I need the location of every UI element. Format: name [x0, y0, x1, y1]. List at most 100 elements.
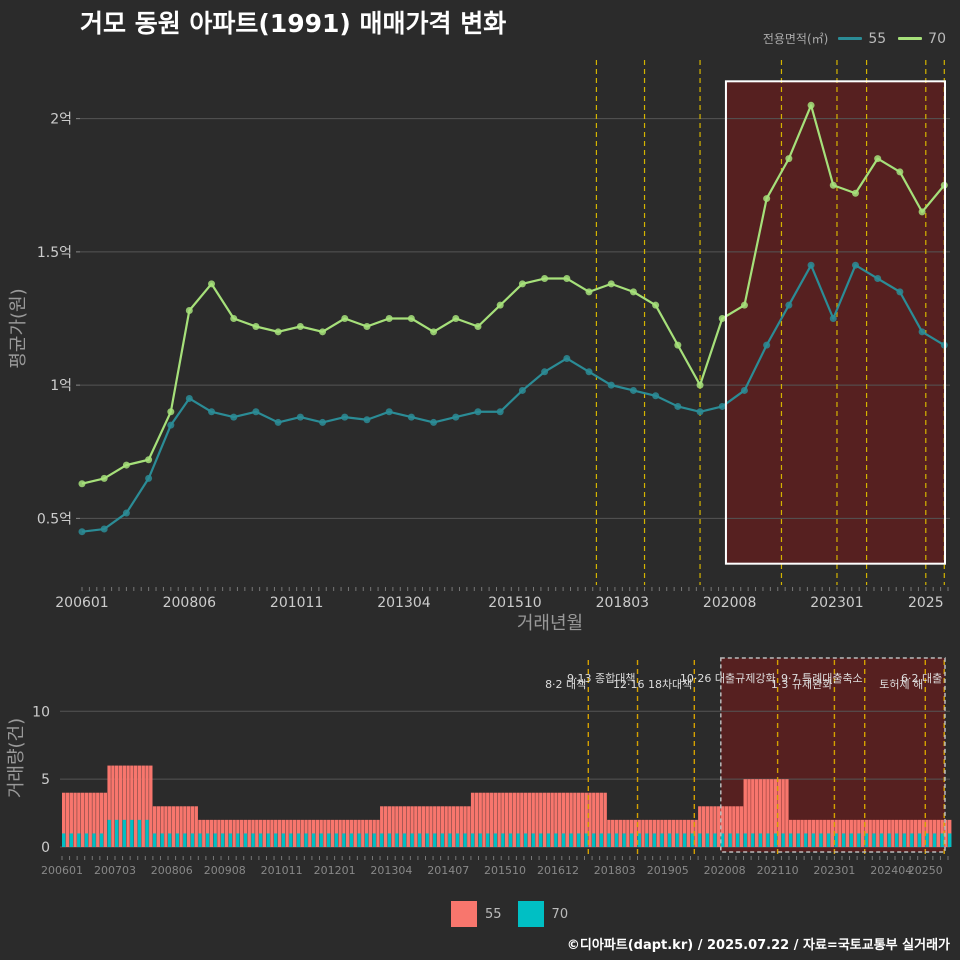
data-point-70 [807, 101, 815, 109]
bar-55 [444, 806, 448, 847]
bar-55 [807, 819, 812, 847]
bar-55 [876, 819, 880, 847]
bar-55 [561, 792, 566, 847]
bar-55 [599, 792, 604, 847]
data-point-70 [563, 275, 571, 283]
bar-70 [637, 833, 641, 847]
volume-y-tick-label: 0 [41, 840, 50, 856]
bar-55 [186, 806, 191, 847]
bar-70 [395, 833, 399, 847]
bar-55 [898, 819, 903, 847]
bar-55 [308, 819, 312, 847]
footer-credit: ©디아파트(dapt.kr) / 2025.07.22 / 자료=국토교통부 실… [566, 938, 950, 953]
x-tick-label: 201803 [596, 595, 649, 611]
bar-70 [766, 833, 770, 847]
bar-55 [202, 819, 206, 847]
data-point-70 [851, 189, 859, 197]
bar-55 [773, 779, 778, 847]
bar-70 [266, 833, 270, 847]
bar-55 [183, 806, 187, 847]
bar-55 [77, 792, 81, 847]
bar-55 [115, 765, 119, 847]
bar-55 [330, 819, 335, 847]
x-tick-label: 200806 [163, 595, 217, 611]
bar-70 [228, 833, 233, 847]
bar-70 [433, 833, 437, 847]
bar-55 [376, 819, 380, 847]
bar-55 [486, 792, 490, 847]
bar-55 [118, 765, 123, 847]
bar-55 [648, 819, 653, 847]
bar-55 [516, 792, 520, 847]
bar-55 [751, 779, 755, 847]
bar-70 [115, 819, 119, 847]
bar-55 [126, 765, 130, 847]
bar-70 [448, 833, 452, 847]
bar-70 [902, 833, 906, 847]
x-tick-label: 2025 [908, 595, 944, 611]
bar-55 [92, 792, 96, 847]
bar-55 [133, 765, 138, 847]
bar-55 [576, 792, 581, 847]
bar-70 [834, 833, 838, 847]
bar-55 [232, 819, 236, 847]
y-axis-title: 평균가(원) [8, 288, 29, 368]
data-point-70 [496, 301, 504, 309]
bar-70 [622, 833, 626, 847]
bar-70 [751, 833, 755, 847]
bar-55 [425, 806, 429, 847]
bar-55 [535, 792, 539, 847]
bar-70 [584, 833, 588, 847]
bar-70 [826, 833, 831, 847]
bar-55 [122, 765, 126, 847]
bar-55 [383, 806, 388, 847]
volume-x-tick-label: 202008 [704, 864, 746, 877]
bar-70 [62, 833, 66, 847]
legend-label-70: 70 [928, 30, 946, 47]
volume-x-tick-label: 201011 [261, 864, 303, 877]
bar-70 [342, 833, 346, 847]
data-point-70 [452, 315, 460, 322]
bar-55 [391, 806, 395, 847]
bar-55 [633, 819, 638, 847]
legend-label-55: 55 [868, 30, 887, 47]
bar-70 [107, 819, 111, 847]
data-point-55 [918, 328, 926, 336]
data-point-70 [718, 315, 726, 322]
data-point-55 [122, 509, 130, 517]
bar-55 [709, 806, 713, 847]
annotation-label: 6·2 대출 [901, 672, 942, 685]
bar-70 [372, 833, 376, 847]
data-point-55 [874, 275, 882, 283]
data-point-70 [629, 288, 637, 296]
bar-55 [470, 792, 475, 847]
bar-70 [811, 833, 816, 847]
bar-55 [527, 792, 532, 847]
bar-55 [368, 819, 373, 847]
bar-55 [508, 792, 513, 847]
bar-70 [690, 833, 694, 847]
bar-70 [910, 833, 914, 847]
bar-55 [380, 806, 384, 847]
data-point-55 [829, 315, 837, 322]
bar-70 [857, 833, 861, 847]
bar-70 [190, 833, 195, 847]
data-point-70 [319, 328, 327, 336]
data-point-55 [807, 261, 815, 269]
bar-70 [175, 833, 179, 847]
bar-70 [99, 833, 104, 847]
bar-70 [599, 833, 604, 847]
bar-55 [929, 819, 933, 847]
data-point-55 [319, 418, 327, 426]
data-point-70 [740, 301, 748, 309]
bar-55 [190, 806, 195, 847]
data-point-55 [696, 408, 704, 416]
bar-55 [137, 765, 142, 847]
annotation-label: 9·7 특례대출축소 [781, 672, 863, 685]
bar-55 [777, 779, 782, 847]
data-point-70 [674, 341, 682, 349]
x-tick-label: 202301 [810, 595, 863, 611]
data-point-55 [385, 408, 393, 416]
highlight-region-fill [725, 81, 945, 564]
bar-55 [569, 792, 573, 847]
